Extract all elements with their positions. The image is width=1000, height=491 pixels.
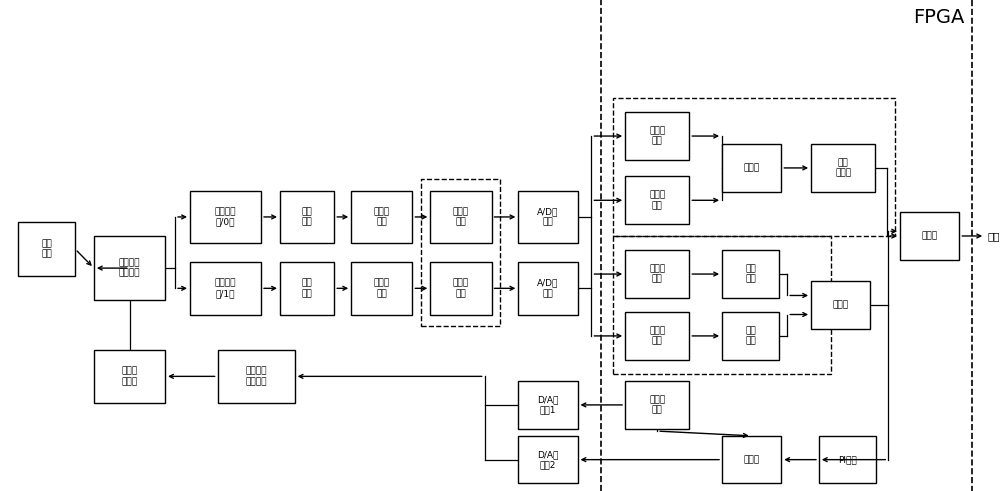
Bar — [722, 436, 781, 484]
Text: 压电
激励: 压电 激励 — [41, 240, 52, 259]
Text: 高通滤
波器: 高通滤 波器 — [649, 191, 665, 210]
Bar — [94, 350, 165, 403]
Bar — [722, 250, 779, 298]
Bar — [190, 262, 261, 315]
Text: 比例
缩放: 比例 缩放 — [745, 264, 756, 284]
Bar — [613, 236, 831, 374]
Bar — [722, 144, 781, 191]
Text: 光电探测
器/0级: 光电探测 器/0级 — [215, 207, 236, 227]
Bar — [625, 381, 689, 429]
Text: 光电探测
器/1级: 光电探测 器/1级 — [215, 278, 236, 298]
Text: 高通滤
波器: 高通滤 波器 — [649, 126, 665, 146]
Bar — [625, 250, 689, 298]
Bar — [900, 212, 959, 260]
Text: 数字
解调器: 数字 解调器 — [835, 158, 851, 178]
Text: 减法器: 减法器 — [744, 164, 760, 172]
Bar — [430, 191, 492, 243]
Text: 低噪
放大: 低噪 放大 — [302, 278, 312, 298]
Text: 除法器: 除法器 — [922, 231, 938, 241]
Text: 低通滤
波器: 低通滤 波器 — [649, 264, 665, 284]
Text: 加法器: 加法器 — [833, 300, 849, 309]
Text: D/A转
换器1: D/A转 换器1 — [537, 395, 559, 414]
Text: 比例
缩放: 比例 缩放 — [745, 326, 756, 346]
Text: 模拟解
调器: 模拟解 调器 — [453, 207, 469, 227]
Text: D/A转
换器2: D/A转 换器2 — [537, 450, 559, 469]
Text: 信号发
生器: 信号发 生器 — [649, 395, 665, 414]
Text: A/D转
换器: A/D转 换器 — [537, 207, 559, 227]
Text: 光力耦合
加速度计: 光力耦合 加速度计 — [119, 258, 140, 278]
Text: 低噪
放大: 低噪 放大 — [302, 207, 312, 227]
Bar — [351, 262, 412, 315]
Bar — [811, 144, 875, 191]
Bar — [430, 262, 492, 315]
Text: 乘法器: 乘法器 — [744, 455, 760, 464]
Bar — [94, 236, 165, 300]
Bar — [421, 179, 500, 327]
Bar — [625, 112, 689, 160]
Text: 输出: 输出 — [987, 231, 1000, 241]
Text: PI控制: PI控制 — [838, 455, 857, 464]
Text: 低通滤
波器: 低通滤 波器 — [649, 326, 665, 346]
Bar — [811, 281, 870, 329]
Text: 带通滤
波器: 带通滤 波器 — [374, 207, 390, 227]
Bar — [625, 176, 689, 224]
Bar — [280, 262, 334, 315]
Bar — [280, 191, 334, 243]
Bar — [518, 381, 578, 429]
Bar — [625, 312, 689, 360]
Text: 激光驱动
保护电路: 激光驱动 保护电路 — [245, 367, 267, 386]
Bar — [518, 262, 578, 315]
Text: 带通滤
波器: 带通滤 波器 — [374, 278, 390, 298]
Bar — [190, 191, 261, 243]
Bar — [351, 191, 412, 243]
Bar — [613, 98, 895, 236]
Bar — [722, 312, 779, 360]
Bar — [18, 222, 75, 276]
Bar — [819, 436, 876, 484]
Text: FPGA: FPGA — [913, 7, 964, 27]
Bar — [218, 350, 295, 403]
Text: 半导体
激光器: 半导体 激光器 — [122, 367, 138, 386]
Text: 模拟解
调器: 模拟解 调器 — [453, 278, 469, 298]
Text: A/D转
换器: A/D转 换器 — [537, 278, 559, 298]
Bar — [518, 436, 578, 484]
Bar — [601, 0, 972, 491]
Bar — [518, 191, 578, 243]
